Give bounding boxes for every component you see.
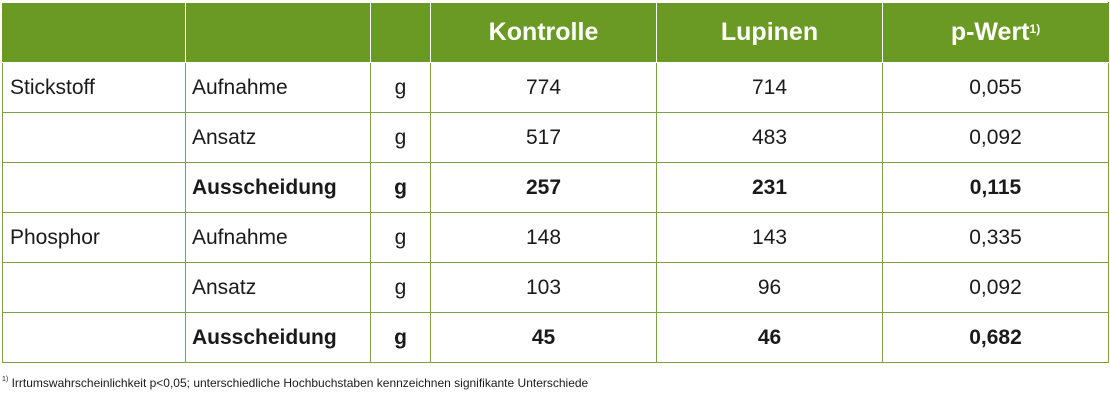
- row-lupinen: 483: [656, 112, 883, 163]
- row-group: [2, 162, 186, 213]
- header-unit: [370, 2, 431, 63]
- row-lupinen: 231: [656, 162, 883, 213]
- table-row: Ausscheidung g 45 46 0,682: [2, 312, 1109, 363]
- table-row: Ansatz g 103 96 0,092: [2, 262, 1109, 313]
- row-group: [2, 312, 186, 363]
- row-kontrolle: 148: [430, 212, 657, 263]
- row-group: [2, 262, 186, 313]
- footnote-marker: 1): [2, 376, 9, 383]
- header-pwert-label: p-Wert: [950, 18, 1030, 46]
- row-item: Aufnahme: [185, 212, 371, 263]
- row-pwert: 0,092: [882, 262, 1109, 313]
- row-kontrolle: 517: [430, 112, 657, 163]
- header-pwert-footnote-marker: 1): [1029, 22, 1041, 36]
- header-row: Kontrolle Lupinen p-Wert1): [2, 2, 1109, 63]
- row-item: Ausscheidung: [185, 312, 371, 363]
- row-lupinen: 96: [656, 262, 883, 313]
- header-group: [2, 2, 186, 63]
- row-group: Phosphor: [2, 212, 186, 263]
- results-table: Kontrolle Lupinen p-Wert1) Stickstoff Au…: [2, 2, 1109, 363]
- row-kontrolle: 257: [430, 162, 657, 213]
- row-lupinen: 714: [656, 62, 883, 113]
- row-item: Ansatz: [185, 112, 371, 163]
- row-lupinen: 46: [656, 312, 883, 363]
- row-item: Aufnahme: [185, 62, 371, 113]
- row-unit: g: [370, 112, 431, 163]
- row-kontrolle: 103: [430, 262, 657, 313]
- row-unit: g: [370, 162, 431, 213]
- row-lupinen: 143: [656, 212, 883, 263]
- table-row: Phosphor Aufnahme g 148 143 0,335: [2, 212, 1109, 263]
- row-pwert: 0,092: [882, 112, 1109, 163]
- header-kontrolle: Kontrolle: [430, 2, 657, 63]
- row-kontrolle: 45: [430, 312, 657, 363]
- row-unit: g: [370, 262, 431, 313]
- table-row: Ausscheidung g 257 231 0,115: [2, 162, 1109, 213]
- header-pwert: p-Wert1): [882, 2, 1109, 63]
- footnote-text: Irrtumswahrscheinlichkeit p<0,05; unters…: [8, 376, 589, 390]
- row-pwert: 0,335: [882, 212, 1109, 263]
- row-kontrolle: 774: [430, 62, 657, 113]
- row-item: Ausscheidung: [185, 162, 371, 213]
- row-item: Ansatz: [185, 262, 371, 313]
- row-pwert: 0,682: [882, 312, 1109, 363]
- row-group: Stickstoff: [2, 62, 186, 113]
- table-row: Ansatz g 517 483 0,092: [2, 112, 1109, 163]
- header-item: [185, 2, 371, 63]
- row-pwert: 0,055: [882, 62, 1109, 113]
- row-unit: g: [370, 312, 431, 363]
- row-unit: g: [370, 212, 431, 263]
- row-pwert: 0,115: [882, 162, 1109, 213]
- header-lupinen: Lupinen: [656, 2, 883, 63]
- row-group: [2, 112, 186, 163]
- row-unit: g: [370, 62, 431, 113]
- table-row: Stickstoff Aufnahme g 774 714 0,055: [2, 62, 1109, 113]
- footnote: 1) Irrtumswahrscheinlichkeit p<0,05; unt…: [2, 376, 588, 390]
